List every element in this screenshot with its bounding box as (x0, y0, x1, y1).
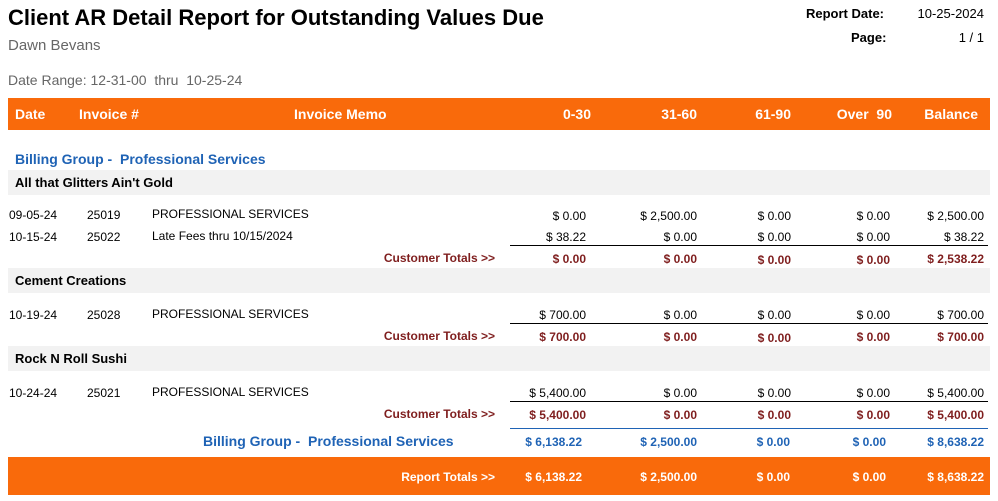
billing-group-totals-label: Billing Group - Professional Services (203, 433, 454, 449)
customer-total-31-60: $ 0.00 (663, 408, 697, 422)
report-date-label: Report Date: (806, 6, 885, 21)
billing-group-heading: Billing Group - Professional Services (15, 151, 266, 167)
report-total-0-30: $ 6,138.22 (525, 470, 582, 484)
col-date: Date (15, 106, 46, 122)
row-over-90: $ 0.00 (856, 386, 890, 400)
customer-totals-label: Customer Totals >> (383, 329, 495, 343)
col-61-90: 61-90 (755, 106, 791, 122)
row-memo: PROFESSIONAL SERVICES (152, 385, 309, 399)
row-31-60: $ 2,500.00 (640, 209, 697, 223)
row-balance: $ 2,500.00 (927, 209, 984, 223)
row-31-60: $ 0.00 (663, 308, 697, 322)
customer-total-over-90: $ 0.00 (856, 253, 890, 267)
group-total-31-60: $ 2,500.00 (640, 435, 697, 449)
customer-total-61-90: $ 0.00 (757, 253, 791, 267)
row-61-90: $ 0.00 (757, 308, 791, 322)
group-totals-rule (510, 428, 988, 429)
row-0-30: $ 38.22 (545, 230, 586, 244)
row-balance: $ 5,400.00 (927, 386, 984, 400)
col-balance: Balance (924, 106, 978, 122)
customer-bar (8, 268, 990, 293)
page-label: Page: (851, 30, 887, 45)
customer-total-balance: $ 700.00 (937, 330, 984, 344)
row-31-60: $ 0.00 (663, 230, 697, 244)
customer-total-balance: $ 2,538.22 (927, 252, 984, 266)
col-over-90: Over 90 (836, 106, 892, 122)
row-date: 10-19-24 (9, 308, 58, 322)
row-date: 10-24-24 (9, 386, 58, 400)
customer-totals-label: Customer Totals >> (383, 407, 495, 421)
row-memo: Late Fees thru 10/15/2024 (152, 229, 293, 243)
row-date: 09-05-24 (9, 208, 58, 222)
report-total-61-90: $ 0.00 (756, 470, 790, 484)
group-total-61-90: $ 0.00 (756, 435, 790, 449)
report-title: Client AR Detail Report for Outstanding … (8, 5, 544, 30)
date-range-value: 12-31-00 thru 10-25-24 (90, 72, 243, 88)
totals-rule (510, 401, 988, 402)
report-totals-label: Report Totals >> (401, 470, 495, 484)
group-total-over-90: $ 0.00 (852, 435, 886, 449)
row-0-30: $ 5,400.00 (529, 386, 586, 400)
row-balance: $ 700.00 (937, 308, 984, 322)
customer-total-0-30: $ 5,400.00 (529, 408, 586, 422)
customer-total-0-30: $ 700.00 (539, 330, 586, 344)
column-header-bar (8, 98, 990, 130)
row-memo: PROFESSIONAL SERVICES (152, 207, 309, 221)
row-over-90: $ 0.00 (856, 308, 890, 322)
row-61-90: $ 0.00 (757, 386, 791, 400)
row-memo: PROFESSIONAL SERVICES (152, 307, 309, 321)
report-date-value: 10-25-2024 (917, 6, 985, 21)
totals-rule (510, 245, 988, 246)
report-total-balance: $ 8,638.22 (927, 470, 984, 484)
customer-total-over-90: $ 0.00 (856, 330, 890, 344)
row-invoice: 25028 (87, 308, 121, 322)
row-date: 10-15-24 (9, 230, 58, 244)
row-invoice: 25022 (87, 230, 121, 244)
totals-rule (510, 323, 988, 324)
col-invoice-number: Invoice # (79, 106, 139, 122)
customer-total-31-60: $ 0.00 (663, 330, 697, 344)
customer-total-over-90: $ 0.00 (856, 408, 890, 422)
row-over-90: $ 0.00 (856, 230, 890, 244)
report-total-31-60: $ 2,500.00 (640, 470, 697, 484)
customer-name: Cement Creations (15, 273, 127, 288)
date-range-label: Date Range: (8, 72, 87, 88)
report-total-over-90: $ 0.00 (852, 470, 886, 484)
customer-total-balance: $ 5,400.00 (927, 408, 984, 422)
row-0-30: $ 700.00 (539, 308, 586, 322)
customer-bar (8, 170, 990, 195)
row-0-30: $ 0.00 (552, 209, 586, 223)
customer-total-61-90: $ 0.00 (757, 331, 791, 345)
row-balance: $ 38.22 (943, 230, 984, 244)
group-total-balance: $ 8,638.22 (927, 435, 984, 449)
row-31-60: $ 0.00 (663, 386, 697, 400)
report-subtitle: Dawn Bevans (8, 37, 101, 54)
row-61-90: $ 0.00 (757, 209, 791, 223)
customer-name: All that Glitters Ain't Gold (15, 175, 173, 190)
row-over-90: $ 0.00 (856, 209, 890, 223)
customer-total-61-90: $ 0.00 (757, 408, 791, 422)
row-61-90: $ 0.00 (757, 230, 791, 244)
report-totals-bar (8, 457, 990, 495)
customer-total-31-60: $ 0.00 (663, 252, 697, 266)
col-invoice-memo: Invoice Memo (294, 106, 387, 122)
col-31-60: 31-60 (661, 106, 697, 122)
customer-total-0-30: $ 0.00 (552, 252, 586, 266)
date-range: Date Range: 12-31-00 thru 10-25-24 (8, 72, 242, 88)
customer-totals-label: Customer Totals >> (383, 251, 495, 265)
customer-bar (8, 346, 990, 371)
customer-name: Rock N Roll Sushi (15, 351, 127, 366)
row-invoice: 25021 (87, 386, 121, 400)
col-0-30: 0-30 (562, 106, 591, 122)
page-value: 1 / 1 (958, 30, 984, 45)
row-invoice: 25019 (87, 208, 121, 222)
group-total-0-30: $ 6,138.22 (525, 435, 582, 449)
